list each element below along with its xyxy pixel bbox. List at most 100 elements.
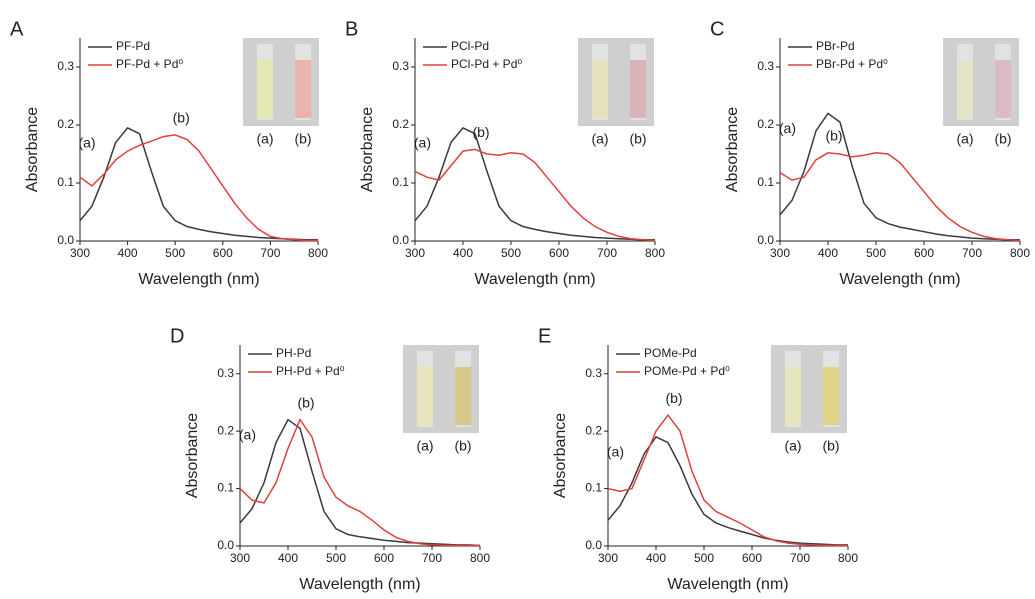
y-tick-label: 0.1 — [217, 481, 234, 495]
inset-label: (b) — [994, 131, 1011, 147]
x-tick-label: 500 — [501, 246, 521, 260]
panel-label: C — [710, 18, 724, 40]
data-line — [607, 413, 848, 547]
cuvette-liquid — [823, 367, 839, 425]
x-tick-label: 800 — [308, 246, 328, 260]
x-tick-label: 300 — [770, 246, 790, 260]
data-line — [79, 134, 318, 242]
x-tick-label: 600 — [742, 551, 762, 565]
x-tick-label: 600 — [549, 246, 569, 260]
annotation: (b) — [297, 394, 314, 410]
x-tick-label: 400 — [818, 246, 838, 260]
y-axis-title: Absorbance — [359, 107, 376, 192]
x-axis-title: Wavelength (nm) — [839, 271, 960, 288]
cuvette-liquid — [785, 367, 801, 425]
y-axis-title: Absorbance — [724, 107, 741, 192]
cuvette-liquid — [995, 60, 1011, 118]
x-tick-label: 300 — [598, 551, 618, 565]
y-tick-label: 0.3 — [585, 366, 602, 380]
x-tick-label: 600 — [213, 246, 233, 260]
annotation: (b) — [472, 124, 489, 140]
cuvette-liquid — [957, 60, 973, 118]
legend-label: POMe-Pd — [644, 346, 697, 360]
cuvette-liquid — [455, 367, 471, 425]
annotation: (b) — [665, 390, 682, 406]
x-axis-title: Wavelength (nm) — [299, 576, 420, 593]
data-line — [779, 112, 1020, 241]
x-tick-label: 400 — [453, 246, 473, 260]
panel-label: B — [345, 18, 358, 40]
data-line — [239, 418, 480, 547]
legend-label: PH-Pd + Pd⁰ — [276, 364, 345, 378]
x-tick-label: 500 — [866, 246, 886, 260]
panel-label: D — [170, 325, 184, 347]
x-tick-label: 700 — [790, 551, 810, 565]
x-tick-label: 800 — [470, 551, 490, 565]
cuvette-liquid — [630, 60, 646, 118]
y-tick-label: 0.2 — [585, 423, 602, 437]
y-axis-title: Absorbance — [552, 413, 569, 498]
y-tick-label: 0.0 — [392, 233, 409, 247]
x-tick-label: 600 — [374, 551, 394, 565]
inset-label: (b) — [629, 131, 646, 147]
legend-label: POMe-Pd + Pd⁰ — [644, 364, 730, 378]
inset-label: (a) — [591, 131, 608, 147]
x-tick-label: 700 — [962, 246, 982, 260]
annotation: (a) — [414, 135, 431, 151]
x-tick-label: 300 — [405, 246, 425, 260]
annotation: (a) — [78, 135, 95, 151]
y-tick-label: 0.3 — [57, 59, 74, 73]
annotation: (b) — [173, 110, 190, 126]
y-tick-label: 0.1 — [757, 175, 774, 189]
y-tick-label: 0.0 — [585, 538, 602, 552]
x-tick-label: 700 — [597, 246, 617, 260]
y-tick-label: 0.0 — [217, 538, 234, 552]
y-tick-label: 0.2 — [217, 423, 234, 437]
data-line — [414, 148, 656, 242]
cuvette-liquid — [417, 367, 433, 425]
legend-label: PCl-Pd + Pd⁰ — [451, 57, 522, 71]
annotation: (a) — [607, 444, 624, 460]
inset-label: (b) — [822, 438, 839, 454]
x-tick-label: 800 — [1010, 246, 1030, 260]
inset-label: (a) — [256, 131, 273, 147]
panel-label: E — [538, 325, 551, 347]
cuvette-liquid — [592, 60, 608, 118]
x-tick-label: 500 — [326, 551, 346, 565]
y-tick-label: 0.1 — [57, 175, 74, 189]
x-tick-label: 800 — [838, 551, 858, 565]
data-line — [779, 152, 1021, 242]
x-axis-title: Wavelength (nm) — [138, 271, 259, 288]
x-tick-label: 300 — [70, 246, 90, 260]
y-tick-label: 0.2 — [57, 117, 74, 131]
y-tick-label: 0.0 — [57, 233, 74, 247]
legend-label: PBr-Pd + Pd⁰ — [816, 57, 888, 71]
y-axis-title: Absorbance — [184, 413, 201, 498]
data-line — [79, 126, 318, 241]
x-tick-label: 800 — [645, 246, 665, 260]
x-tick-label: 700 — [422, 551, 442, 565]
y-tick-label: 0.1 — [585, 481, 602, 495]
inset-label: (a) — [784, 438, 801, 454]
x-tick-label: 600 — [914, 246, 934, 260]
data-line — [414, 126, 655, 241]
x-tick-label: 500 — [694, 551, 714, 565]
x-tick-label: 700 — [260, 246, 280, 260]
x-tick-label: 400 — [278, 551, 298, 565]
legend-label: PH-Pd — [276, 346, 311, 360]
inset-label: (b) — [454, 438, 471, 454]
annotation: (b) — [825, 128, 842, 144]
legend-label: PF-Pd + Pd⁰ — [116, 57, 183, 71]
inset-label: (b) — [294, 131, 311, 147]
y-axis-title: Absorbance — [24, 107, 41, 192]
panel-label: A — [10, 18, 24, 40]
data-line — [239, 418, 481, 547]
x-tick-label: 400 — [118, 246, 138, 260]
x-axis-title: Wavelength (nm) — [667, 576, 788, 593]
x-tick-label: 400 — [646, 551, 666, 565]
inset-label: (a) — [416, 438, 433, 454]
x-tick-label: 300 — [230, 551, 250, 565]
y-tick-label: 0.0 — [757, 233, 774, 247]
y-tick-label: 0.1 — [392, 175, 409, 189]
